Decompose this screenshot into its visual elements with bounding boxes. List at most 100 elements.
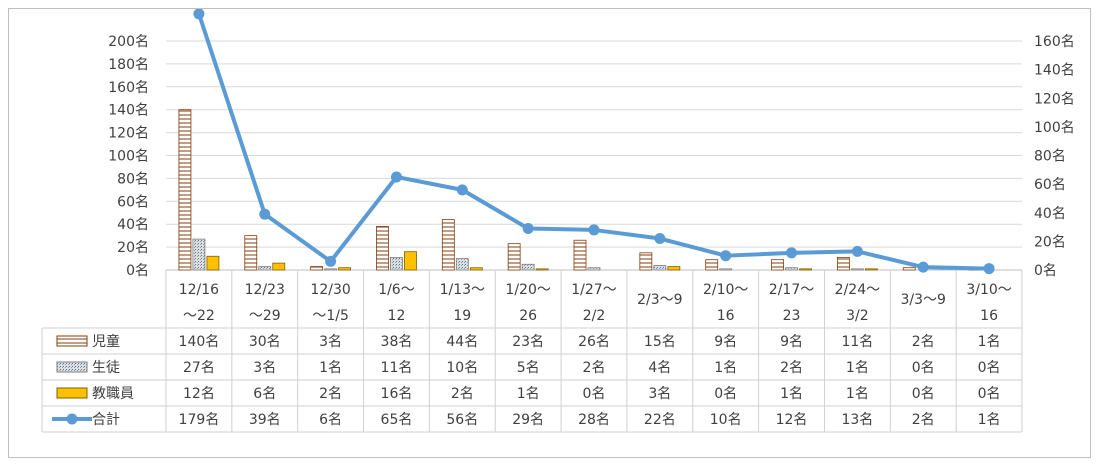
x-tick-label: 1/6～ [378,282,415,298]
total-point [456,184,468,196]
x-tick-label: 19 [453,308,471,324]
data-label: 29名 [512,412,544,428]
data-label: 179名 [179,412,220,428]
legend-label: 児童 [92,333,120,350]
data-label: 1名 [319,360,342,376]
bar-教職員 [864,268,878,271]
data-label: 9名 [714,334,737,350]
x-tick-label: 3/10～ [966,282,1011,298]
bar-児童 [771,259,784,271]
bar-生徒 [653,265,667,271]
total-point [720,250,732,262]
bar-児童 [902,267,916,271]
data-label: 2名 [912,334,935,350]
bar-生徒 [587,267,601,271]
bar-生徒 [521,263,535,271]
legend-key-marker [66,413,78,425]
data-label: 13名 [841,412,873,428]
x-tick-label: 1/20～ [505,282,550,298]
x-tick-label: 16 [980,308,998,324]
bar-教職員 [404,251,417,271]
right-axis-tick: 100名 [1034,120,1075,136]
axis-layer: 0名 20名 40名 60名 80名 100名 120名 140名 160名 180名 200名 0名… [108,34,1074,279]
right-axis-tick: 80名 [1034,149,1066,165]
data-label: 11名 [381,360,413,376]
x-tick-label: 1/13～ [440,282,485,298]
bar-教職員 [206,255,220,271]
bar-生徒 [192,238,206,271]
left-axis-tick: 60名 [117,194,149,210]
data-label: 30名 [249,334,281,350]
x-tick-label: 1/27～ [571,282,616,298]
x-tick-label: ～1/5 [312,308,349,324]
data-label: 9名 [780,334,803,350]
left-axis-tick: 180名 [108,57,149,73]
data-label: 2名 [912,412,935,428]
legend-label: 生徒 [92,360,120,376]
data-label: 26名 [578,334,610,350]
x-tick-label: 3/2 [846,308,869,324]
x-tick-label: ～29 [249,308,281,324]
total-point [588,224,600,236]
chart-svg: 0名20名40名60名80名100名120名140名160名180名200名0名… [41,9,1075,433]
bar-生徒 [719,268,733,271]
left-axis-tick: 160名 [108,80,149,96]
data-label: 0名 [583,386,606,402]
legend-key-児童 [56,335,88,347]
bar-児童 [310,266,324,271]
data-label: 12名 [183,386,215,402]
total-point [917,261,929,273]
x-tick-label: 23 [783,308,801,324]
data-label: 1名 [846,360,869,376]
bar-児童 [836,257,850,271]
total-point [193,9,205,20]
total-point [786,247,798,259]
total-point [851,245,863,257]
data-label: 1名 [517,386,540,402]
data-label: 3名 [648,386,671,402]
bar-教職員 [469,267,483,271]
data-label: 44名 [446,334,478,350]
right-axis-tick: 140名 [1034,63,1075,79]
right-axis-tick: 160名 [1034,34,1075,50]
data-label: 2名 [319,386,342,402]
total-point [654,233,666,245]
line-layer [193,9,995,275]
data-label: 1名 [846,386,869,402]
data-label: 15名 [644,334,676,350]
data-label: 16名 [381,386,413,402]
legend-key-教職員 [56,387,88,399]
legend-label: 合計 [92,412,120,428]
right-axis-tick: 0名 [1034,263,1057,279]
data-table: 12/16 ～22 12/23 ～29 12/30 ～1/5 1/6～ 12 1/13～ 19 1/… [41,270,1023,433]
x-tick-label: 2/17～ [769,282,814,298]
bar-生徒 [324,268,338,271]
data-label: 28名 [578,412,610,428]
data-label: 12名 [776,412,808,428]
bar-生徒 [455,258,469,271]
data-label: 0名 [978,386,1001,402]
right-axis-tick: 20名 [1034,234,1066,250]
data-label: 5名 [517,360,540,376]
data-label: 0名 [978,360,1001,376]
bar-児童 [441,219,455,271]
bar-児童 [573,239,587,271]
data-label: 1名 [780,386,803,402]
x-tick-label: 2/24～ [835,282,880,298]
bar-児童 [376,226,389,271]
x-tick-label: 2/2 [583,308,606,324]
x-tick-label: 2/3～9 [637,292,682,308]
total-point [259,208,271,220]
data-label: 10名 [446,360,478,376]
data-label: 2名 [583,360,606,376]
data-label: 22名 [644,412,676,428]
x-tick-label: 2/10～ [703,282,748,298]
x-tick-label: 16 [717,308,735,324]
data-label: 65名 [381,412,413,428]
data-label: 23名 [512,334,544,350]
data-label: 6名 [253,386,276,402]
x-tick-label: 12/23 [245,282,285,298]
left-axis-tick: 0名 [126,263,149,279]
bar-教職員 [667,266,681,271]
data-label: 3名 [253,360,276,376]
